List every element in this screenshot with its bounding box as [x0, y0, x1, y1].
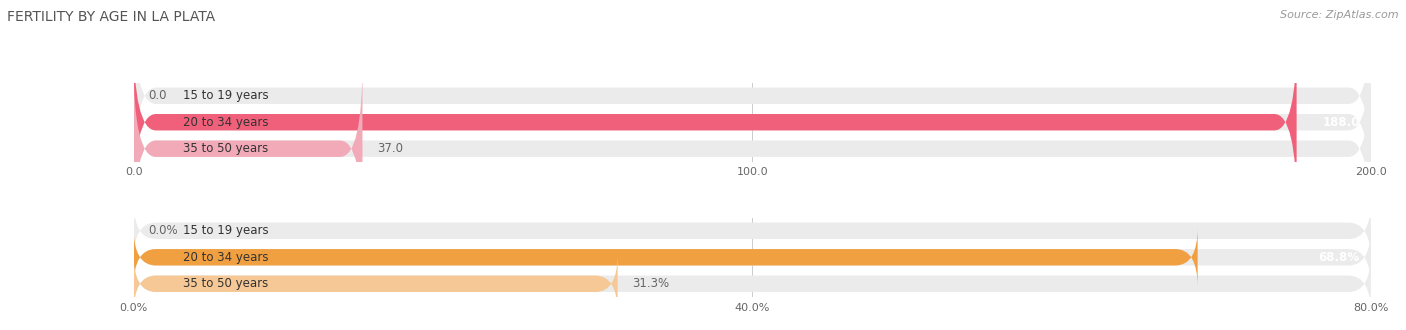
Text: 15 to 19 years: 15 to 19 years: [183, 89, 269, 102]
Text: 0.0%: 0.0%: [149, 224, 179, 237]
FancyBboxPatch shape: [134, 62, 363, 236]
FancyBboxPatch shape: [134, 254, 1371, 314]
Text: 20 to 34 years: 20 to 34 years: [183, 116, 269, 129]
Text: 35 to 50 years: 35 to 50 years: [183, 142, 267, 155]
FancyBboxPatch shape: [134, 201, 1371, 261]
FancyBboxPatch shape: [134, 227, 1371, 287]
Text: 68.8%: 68.8%: [1319, 251, 1360, 264]
Text: FERTILITY BY AGE IN LA PLATA: FERTILITY BY AGE IN LA PLATA: [7, 10, 215, 24]
FancyBboxPatch shape: [134, 35, 1296, 209]
Text: 0.0: 0.0: [149, 89, 167, 102]
FancyBboxPatch shape: [134, 35, 1371, 209]
FancyBboxPatch shape: [134, 9, 1371, 183]
Text: Source: ZipAtlas.com: Source: ZipAtlas.com: [1281, 10, 1399, 20]
Text: 37.0: 37.0: [377, 142, 404, 155]
FancyBboxPatch shape: [134, 254, 617, 314]
Text: 31.3%: 31.3%: [633, 277, 669, 290]
Text: 15 to 19 years: 15 to 19 years: [183, 224, 269, 237]
Text: 35 to 50 years: 35 to 50 years: [183, 277, 267, 290]
Text: 20 to 34 years: 20 to 34 years: [183, 251, 269, 264]
Text: 188.0: 188.0: [1322, 116, 1360, 129]
FancyBboxPatch shape: [134, 62, 1371, 236]
FancyBboxPatch shape: [134, 227, 1198, 287]
